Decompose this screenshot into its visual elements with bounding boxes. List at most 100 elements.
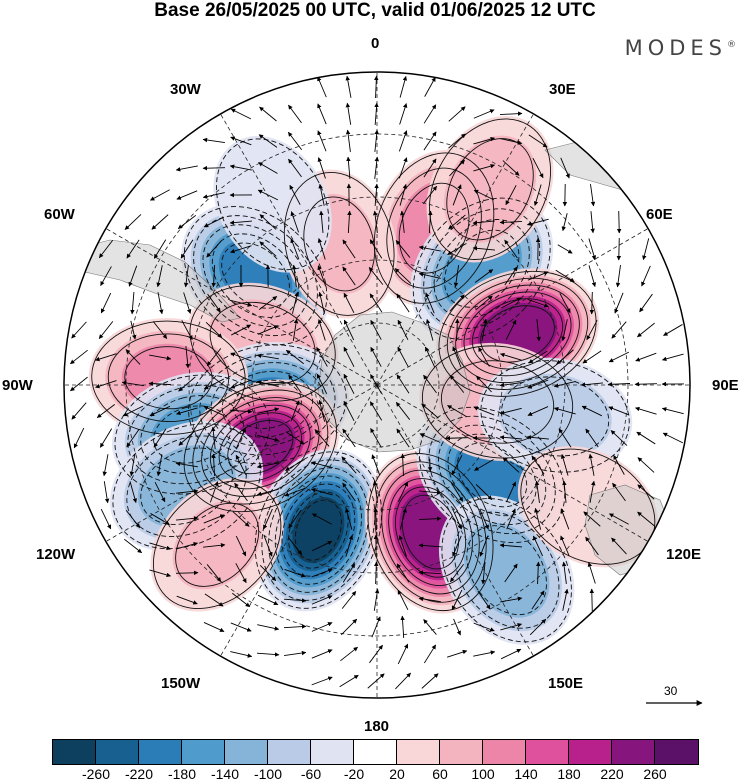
wind-arrow <box>207 293 221 313</box>
wind-arrow <box>422 185 438 204</box>
colorbar-tick-label: 260 <box>643 766 667 782</box>
wind-arrow <box>611 321 627 339</box>
wind-arrow <box>347 210 352 234</box>
south-america <box>69 239 241 323</box>
wind-arrow <box>234 482 248 502</box>
wind-arrow <box>346 156 351 179</box>
wind-arrow <box>372 210 378 233</box>
wind-arrow <box>427 458 433 472</box>
wind-arrow <box>374 102 379 126</box>
wind-arrow <box>369 239 383 259</box>
contour-line <box>471 298 564 370</box>
wind-arrow <box>637 322 655 338</box>
map-border <box>63 71 691 699</box>
wind-arrow <box>124 538 143 554</box>
contour-line <box>395 486 467 578</box>
colorbar-segment <box>483 740 526 764</box>
colorbar-tick-label: -20 <box>343 766 365 782</box>
wind-arrow <box>481 318 488 341</box>
lon-label-0: 0 <box>371 35 380 52</box>
contour-line <box>124 346 213 410</box>
wind-arrow <box>256 488 279 496</box>
contour-line <box>189 285 336 402</box>
wind-arrow <box>370 346 382 367</box>
wind-arrow <box>614 292 624 314</box>
wind-arrow <box>504 563 518 583</box>
anomaly-contours <box>216 138 330 271</box>
vector-scale-value: 30 <box>664 684 678 698</box>
wind-arrow <box>185 346 190 369</box>
wind-arrow <box>318 183 325 206</box>
wind-arrow <box>421 673 439 689</box>
lon-label-90e: 90E <box>712 377 739 394</box>
wind-arrow <box>230 379 252 389</box>
wind-arrow <box>445 435 469 441</box>
wind-arrow <box>203 543 226 548</box>
wind-arrow <box>372 480 379 503</box>
wind-arrow <box>126 428 140 448</box>
wind-arrow <box>449 294 465 312</box>
wind-arrow <box>396 428 410 448</box>
wind-arrow <box>211 264 216 288</box>
wind-arrow <box>311 622 333 632</box>
wind-arrow <box>479 535 489 557</box>
wind-arrow <box>531 590 545 610</box>
wind-arrow <box>397 346 409 367</box>
contour-line <box>153 405 232 464</box>
colorbar-segment <box>354 740 397 764</box>
colorbar-segment <box>440 740 483 764</box>
wind-arrow <box>423 374 437 394</box>
wind-arrow <box>636 431 656 445</box>
contour-line <box>114 374 270 495</box>
wind-arrow <box>230 622 252 632</box>
wind-arrow <box>500 138 523 145</box>
wind-arrow <box>418 596 441 603</box>
meridian-line <box>105 384 378 542</box>
wind-arrow <box>203 622 225 632</box>
contour-line <box>421 345 574 459</box>
wind-arrow <box>256 380 279 388</box>
wind-arrow <box>151 214 169 230</box>
wind-arrow <box>555 269 575 283</box>
contour-line <box>140 395 245 474</box>
wind-arrow <box>560 535 570 557</box>
wind-arrow <box>288 374 302 394</box>
wind-arrow <box>396 293 410 313</box>
wind-arrow <box>536 319 541 342</box>
wind-arrow <box>371 616 381 638</box>
wind-arrow <box>424 76 436 97</box>
colorbar-segment <box>655 740 698 764</box>
wind-arrow <box>343 319 355 341</box>
wind-arrow <box>205 322 223 338</box>
wind-arrow <box>176 489 199 494</box>
colorbar-segment <box>397 740 440 764</box>
wind-arrow <box>560 508 570 530</box>
wind-arrow <box>126 239 140 259</box>
wind-arrow <box>473 189 495 201</box>
wind-arrow <box>370 428 382 448</box>
wind-arrow <box>345 102 352 125</box>
wind-arrow <box>585 428 599 448</box>
wind-arrow <box>311 513 332 525</box>
wind-arrow <box>129 454 136 477</box>
wind-arrow <box>342 428 356 448</box>
wind-arrow <box>473 650 496 657</box>
wind-arrow <box>528 134 548 148</box>
wind-arrow <box>263 508 273 530</box>
wind-arrow <box>527 271 549 281</box>
wind-arrow <box>291 264 297 287</box>
wind-arrow <box>590 184 596 207</box>
colorbar-segment <box>612 740 655 764</box>
wind-arrow <box>451 454 463 476</box>
wind-arrow <box>229 220 252 225</box>
wind-arrow <box>396 563 410 583</box>
wind-arrow <box>284 487 306 497</box>
wind-arrow <box>339 674 359 688</box>
contour-line <box>373 152 495 304</box>
wind-arrow <box>263 535 273 557</box>
wind-arrow <box>371 454 381 476</box>
wind-arrow <box>370 319 382 340</box>
wind-arrow <box>504 266 518 286</box>
wind-arrow <box>373 561 379 585</box>
